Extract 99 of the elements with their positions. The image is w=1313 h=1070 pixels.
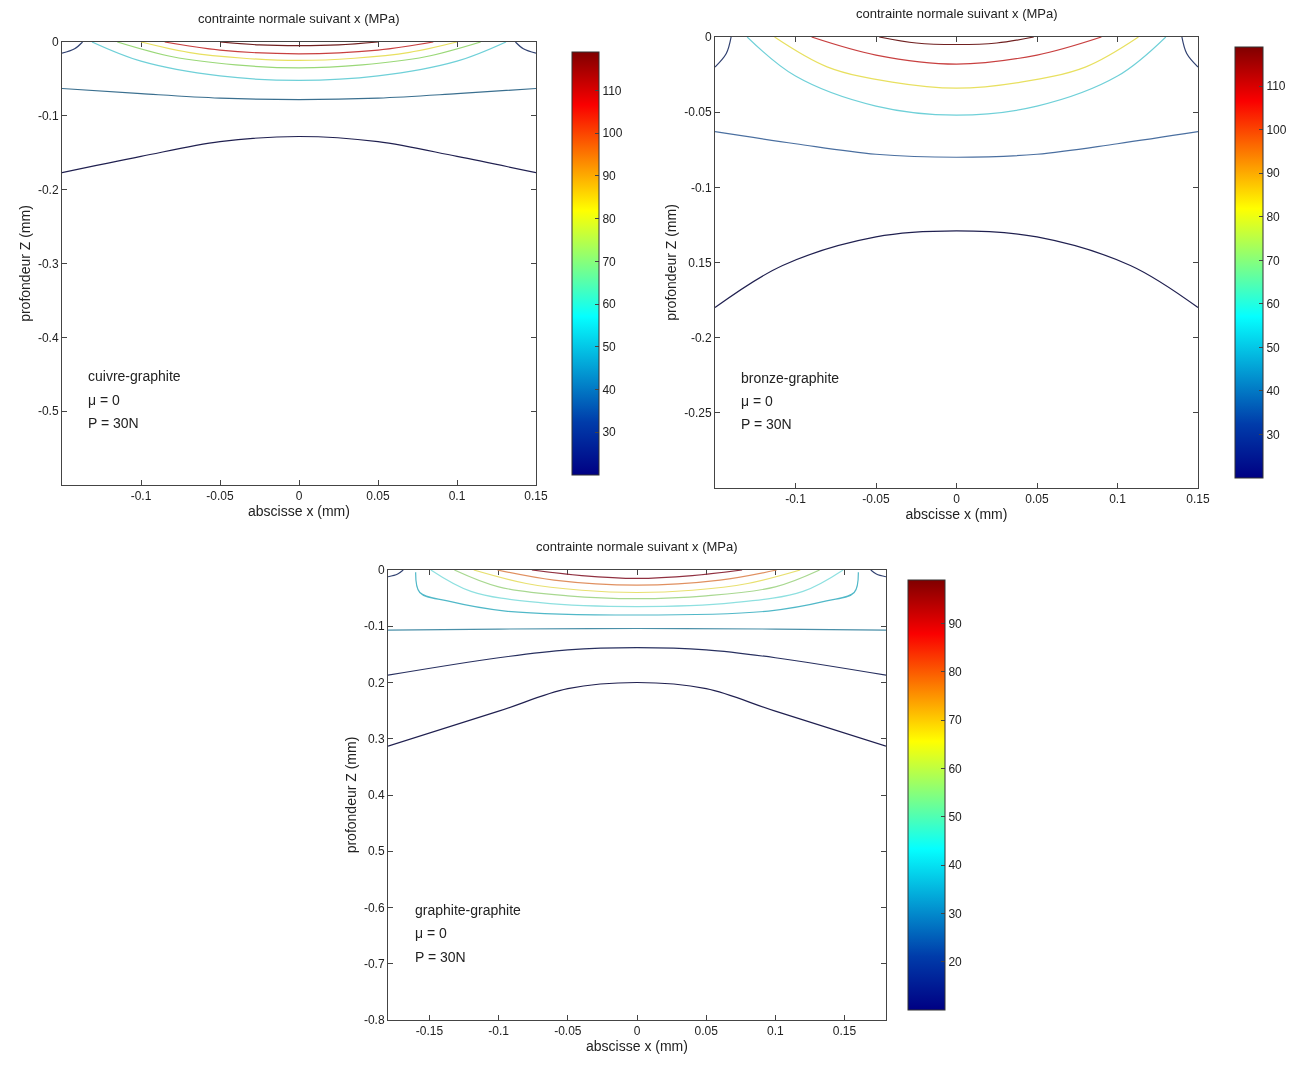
y-tick-label: -0.2 [690,330,712,345]
y-axis-title: profondeur Z (mm) [662,204,679,321]
y-tick-label: 0 [377,563,385,578]
color-bar-label: 70 [1266,253,1281,268]
line-series [388,681,886,747]
color-bar-label: 80 [602,211,617,226]
y-tick-label: -0.25 [684,406,712,421]
color-bar-label: 40 [948,858,963,873]
x-tick-label: -0.05 [206,489,234,504]
line-series [415,571,859,616]
x-axis-title: abscisse x (mm) [248,503,350,520]
x-tick-label: -0.1 [130,489,152,504]
y-tick-label: 0.4 [367,788,385,803]
y-tick-label: -0.8 [363,1013,385,1028]
color-bar-label: 30 [948,906,963,921]
color-bar-label: 90 [948,616,963,631]
annotation: μ = 0 [88,392,121,408]
chart-title: contrainte normale suivant x (MPa) [856,6,1058,21]
line-series [140,42,458,62]
x-tick-label: 0.1 [1109,492,1127,507]
y-tick-label: 0.15 [688,255,712,270]
color-bar-label: 100 [602,126,623,141]
line-series [91,42,507,81]
color-bar-label: 90 [1266,166,1281,181]
x-tick-label: 0 [633,1024,641,1039]
color-bar-label: 30 [602,425,617,440]
y-tick-label: -0.4 [37,330,59,345]
annotation: P = 30N [415,949,466,965]
y-tick-label: 0 [51,35,59,50]
line-series [453,570,821,600]
line-series [62,135,536,174]
color-bar-label: 30 [1266,427,1281,442]
color-bar-label: 70 [948,713,963,728]
y-tick-label: -0.1 [363,619,385,634]
line-series [473,570,801,594]
x-tick-label: 0.15 [1186,492,1210,507]
annotation: graphite-graphite [415,902,522,918]
color-bar-label: 50 [1266,340,1281,355]
line-series [116,42,482,69]
x-tick-label: -0.05 [862,492,890,507]
color-bar-label: 110 [602,83,622,98]
y-tick-label: -0.6 [363,900,385,915]
x-tick-label: 0.1 [448,489,466,504]
color-bar-label: 40 [1266,384,1281,399]
annotation: bronze-graphite [741,370,840,386]
y-tick-label: 0.2 [367,675,385,690]
color-bar-label: 60 [602,297,617,312]
y-tick-label: -0.1 [690,180,712,195]
x-tick-label: 0.1 [766,1024,784,1039]
line-series [746,37,1167,116]
color-bar-label: 80 [948,665,963,679]
x-axis-title: abscisse x (mm) [586,1038,688,1055]
x-tick-label: 0 [953,492,961,507]
color-bar-label: 50 [602,340,617,355]
x-tick-label: 0.05 [694,1024,719,1039]
x-tick-label: -0.1 [488,1024,510,1039]
annotation: cuivre-graphite [88,368,181,384]
color-bar-label: 80 [1266,209,1281,224]
line-series [715,230,1198,309]
y-tick-label: 0 [704,30,712,45]
annotation: μ = 0 [415,925,448,941]
line-series [715,131,1198,158]
color-bar-label: 60 [948,761,963,776]
y-tick-label: -0.3 [37,256,59,271]
y-axis-title: profondeur Z (mm) [16,205,33,322]
y-tick-label: -0.1 [37,109,59,124]
annotation: P = 30N [88,415,139,431]
y-tick-label: -0.7 [363,956,385,971]
x-tick-label: 0.05 [1025,492,1049,507]
y-tick-label: 0.5 [367,844,385,859]
annotation: μ = 0 [741,393,774,409]
y-axis-title: profondeur Z (mm) [342,736,359,854]
x-tick-label: 0.15 [832,1024,857,1039]
line-series [773,37,1140,89]
x-tick-label: 0.15 [524,489,548,504]
color-bar-label: 50 [948,809,963,824]
x-tick-label: 0.05 [366,489,390,504]
y-tick-label: 0.3 [367,731,385,746]
y-tick-label: -0.2 [37,182,59,197]
x-tick-label: 0 [295,489,303,504]
line-series [62,87,536,101]
x-axis-title: abscisse x (mm) [905,506,1008,523]
color-bar-label: 110 [1266,79,1286,94]
color-bar-label: 70 [602,254,617,269]
color-bar-label: 20 [948,954,963,969]
color-bar-label: 100 [1266,122,1287,137]
line-series [388,647,886,676]
chart-title: contrainte normale suivant x (MPa) [198,11,400,26]
x-tick-label: -0.05 [554,1024,582,1039]
x-tick-label: -0.1 [785,492,807,507]
x-tick-label: -0.15 [415,1024,444,1039]
annotation: P = 30N [741,416,792,432]
color-bar-label: 90 [602,169,617,184]
y-tick-label: -0.05 [684,105,712,120]
color-bar-label: 60 [1266,297,1281,312]
chart-title: contrainte normale suivant x (MPa) [536,539,738,554]
line-series [430,570,844,608]
y-tick-label: -0.5 [37,404,59,419]
color-bar-label: 40 [602,382,617,397]
